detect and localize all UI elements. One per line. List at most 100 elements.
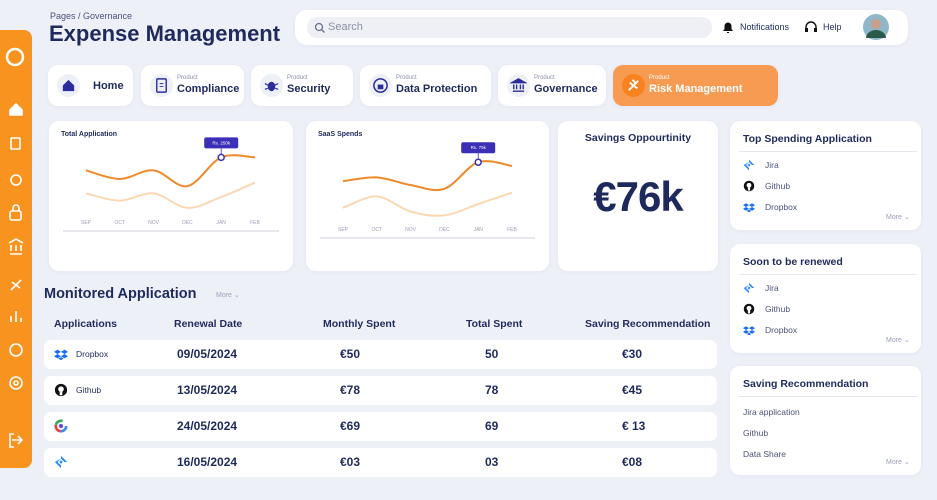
home-icon <box>62 79 75 92</box>
chart-card: Total Application SEP OCT NOV DEC JAN FEB Rs. 2… <box>49 121 293 271</box>
cell-monthly: €03 <box>340 455 361 469</box>
cell-renewal: 16/05/2024 <box>177 455 238 469</box>
chart-title: Total Application <box>61 131 117 138</box>
cell-monthly: €50 <box>340 347 361 361</box>
x-tick-label: DEC <box>182 220 193 226</box>
github-icon <box>743 303 755 315</box>
cell-saving: € 13 <box>622 419 646 433</box>
tab-label: Risk Management <box>649 83 743 95</box>
list-item[interactable]: Jira <box>765 283 779 293</box>
series-line <box>342 160 513 192</box>
avatar[interactable] <box>863 14 889 40</box>
breadcrumb: Pages / Governance <box>50 11 133 21</box>
sidebar <box>0 30 32 468</box>
help[interactable]: Help <box>823 22 842 32</box>
cell-renewal: 13/05/2024 <box>177 383 238 397</box>
table-row[interactable]: Dropbox 09/05/2024 €50 50 €30 <box>44 340 717 369</box>
tab-caption: Product <box>534 75 555 81</box>
x-tick-label: DEC <box>439 227 450 233</box>
list-item[interactable]: Github <box>743 428 769 438</box>
list-item[interactable]: Jira application <box>743 407 800 417</box>
tab-icon-bg <box>57 74 80 97</box>
jira-icon <box>743 159 755 171</box>
cell-monthly: €78 <box>340 383 361 397</box>
help-icon <box>805 21 817 32</box>
more-link[interactable]: More ⌄ <box>886 459 910 466</box>
x-tick-label: FEB <box>507 227 517 233</box>
savings-card: Savings Oppourtinity €76k <box>558 121 718 271</box>
tab-caption: Product <box>396 75 417 81</box>
list-item[interactable]: Jira <box>765 160 779 170</box>
divider <box>739 396 917 397</box>
search-placeholder: Search <box>328 21 363 33</box>
side-card-title: Top Spending Application <box>743 133 872 145</box>
dropbox-icon <box>743 203 755 213</box>
tooltip-text: Rs. 75k <box>471 145 487 150</box>
doc-icon <box>156 78 167 93</box>
jira-icon <box>54 455 68 469</box>
cell-total: 50 <box>485 347 499 361</box>
x-tick-label: SEP <box>338 227 349 233</box>
jira-icon <box>743 282 755 294</box>
nav-tab[interactable]: Home <box>48 65 133 106</box>
dropbox-icon <box>54 349 68 361</box>
nav-tab[interactable]: Product Governance <box>498 65 606 106</box>
list-item[interactable]: Data Share <box>743 449 786 459</box>
side-card: Top Spending Application Jira Github Dropbo… <box>730 121 921 230</box>
line-chart: SEP OCT NOV DEC JAN FEB Rs. 75k <box>320 142 535 239</box>
cell-total: 03 <box>485 455 499 469</box>
x-tick-label: NOV <box>148 220 160 226</box>
table-row[interactable]: 24/05/2024 €69 69 € 13 <box>44 412 717 441</box>
lock-icon <box>373 78 388 93</box>
tab-label: Home <box>93 80 124 92</box>
more-link[interactable]: More ⌄ <box>886 214 910 221</box>
more-link[interactable]: More ⌄ <box>886 337 910 344</box>
list-item[interactable]: Dropbox <box>765 202 798 212</box>
tab-caption: Product <box>287 75 308 81</box>
list-item[interactable]: Dropbox <box>765 325 798 335</box>
table-row[interactable]: Github 13/05/2024 €78 78 €45 <box>44 376 717 405</box>
list-item[interactable]: Github <box>765 181 791 191</box>
search-box[interactable]: Search <box>307 17 712 38</box>
series-line <box>342 191 513 217</box>
column-header: Applications <box>54 318 118 330</box>
notifications[interactable]: Notifications <box>740 22 790 32</box>
nav-tab[interactable]: Product Security <box>251 65 353 106</box>
cell-renewal: 24/05/2024 <box>177 419 238 433</box>
savings-value: €76k <box>593 173 683 220</box>
side-card: Saving Recommendation Jira application Git… <box>730 366 921 475</box>
divider <box>739 274 917 275</box>
cell-saving: €08 <box>622 455 643 469</box>
page-title: Expense Management <box>49 21 281 46</box>
tab-icon-bg <box>369 74 392 97</box>
tab-label: Security <box>287 83 331 95</box>
x-tick-label: OCT <box>372 227 383 233</box>
cell-monthly: €69 <box>340 419 361 433</box>
table-row[interactable]: 16/05/2024 €03 03 €08 <box>44 448 717 477</box>
x-tick-label: JAN <box>473 227 483 233</box>
list-item[interactable]: Github <box>765 304 791 314</box>
nav-tab[interactable]: Product Data Protection <box>360 65 491 106</box>
github-icon <box>54 383 68 397</box>
series-line <box>85 154 256 188</box>
app-name: Dropbox <box>76 349 109 359</box>
column-header: Renewal Date <box>174 318 243 330</box>
x-tick-label: SEP <box>81 220 92 226</box>
chart-card: SaaS Spends SEP OCT NOV DEC JAN FEB Rs. 75k <box>306 121 549 271</box>
highlight-point <box>474 158 482 166</box>
highlight-point <box>217 153 225 162</box>
sidebar-icons <box>5 47 25 448</box>
nav-tab[interactable]: Product Risk Management <box>613 65 778 106</box>
nav-tab[interactable]: Product Compliance <box>141 65 244 106</box>
google-icon <box>54 419 68 433</box>
side-card-title: Saving Recommendation <box>743 378 869 390</box>
bank-icon <box>510 78 527 92</box>
cell-saving: €45 <box>622 383 643 397</box>
tab-icon-bg <box>150 74 173 97</box>
line-chart: SEP OCT NOV DEC JAN FEB Rs. 250k <box>63 137 279 232</box>
series-line <box>85 181 256 209</box>
tab-icon-bg <box>260 74 283 97</box>
more-link[interactable]: More ⌄ <box>216 292 240 299</box>
side-card: Soon to be renewed Jira Github Dropbox More … <box>730 244 921 353</box>
